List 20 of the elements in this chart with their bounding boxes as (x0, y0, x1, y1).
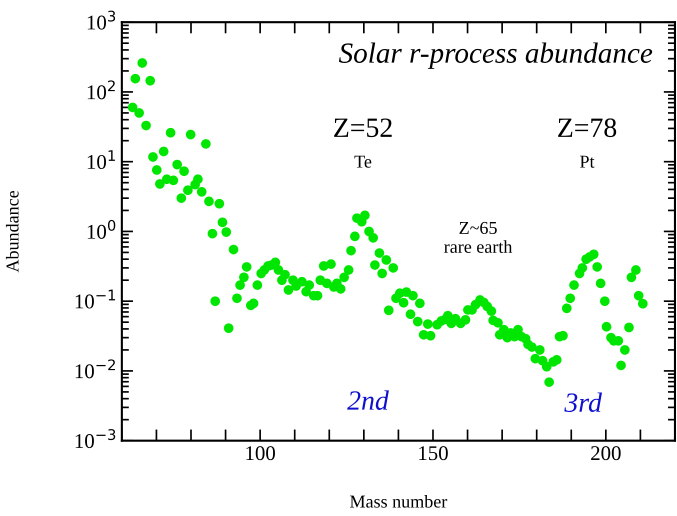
text: Solar r-process abundance (338, 42, 652, 69)
annotation: Z=52 (334, 118, 392, 138)
annotation: Pt (580, 156, 594, 168)
x-tick-label: 150 (419, 446, 448, 460)
y-tick-label: 10$^{−1}$ (76, 290, 116, 308)
y-tick-label: 10$^{2}$ (88, 80, 115, 100)
y-tick-label: 10$^{0}$ (88, 220, 116, 239)
y-tick-label: 10$^{1}$ (88, 150, 115, 170)
annotation: Te (354, 156, 372, 168)
annotation: 3rd (564, 392, 602, 412)
x-axis-title: Mass number (350, 494, 448, 508)
annotation: Z=78 (558, 118, 616, 138)
annotation: 2nd (347, 390, 389, 410)
y-tick-label: 10$^{−2}$ (76, 359, 115, 378)
y-tick-label: 10$^{3}$ (88, 10, 116, 30)
y-axis-title: Abundance (6, 190, 19, 272)
annotation: Z~65 rare earth (444, 222, 512, 253)
x-tick-label: 200 (591, 446, 621, 460)
x-tick-label: 100 (246, 446, 275, 460)
y-tick-label: 10$^{−3}$ (76, 429, 116, 448)
